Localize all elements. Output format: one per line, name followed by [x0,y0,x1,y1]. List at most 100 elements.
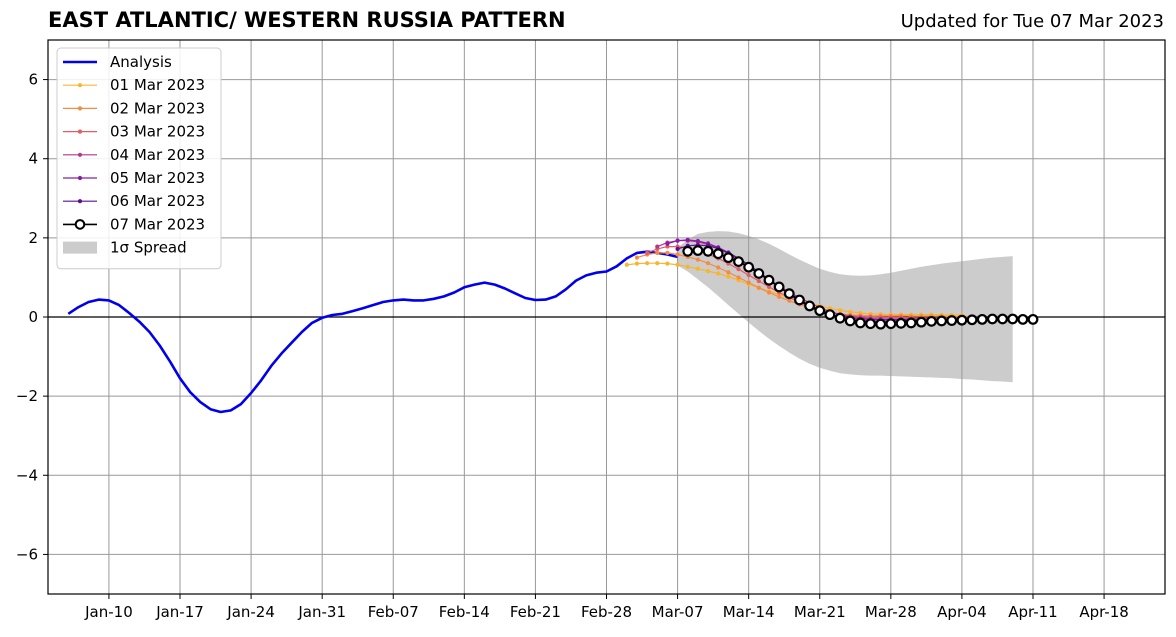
forecast-point-1 [665,261,670,266]
y-tick-label: 0 [28,308,38,326]
forecast-point-7 [1017,313,1029,325]
y-tick-label: 2 [28,229,38,247]
forecast-point-7 [722,252,734,264]
forecast-point-1 [726,274,731,279]
x-tick-label: Feb-14 [439,603,490,621]
forecast-point-7 [844,315,856,327]
forecast-point-1 [634,261,640,266]
forecast-point-1 [837,308,843,313]
forecast-point-1 [655,261,660,266]
forecast-point-2 [716,265,721,270]
forecast-point-7 [783,288,795,300]
forecast-point-2 [695,257,700,262]
forecast-point-7 [875,318,887,330]
x-tick-label: Mar-28 [865,603,917,621]
forecast-point-2 [746,280,751,285]
legend-label: 03 Mar 2023 [110,123,205,141]
y-tick-label: −2 [16,387,38,405]
forecast-point-7 [895,317,907,329]
x-tick-label: Mar-14 [723,603,775,621]
forecast-point-7 [794,294,805,306]
legend-label: 1σ Spread [110,239,187,257]
forecast-point-7 [763,274,775,286]
forecast-point-7 [986,313,998,325]
forecast-point-3 [746,272,751,278]
legend-label: 01 Mar 2023 [110,76,205,94]
legend-swatch-marker [77,152,83,157]
y-tick-label: −4 [16,466,38,484]
forecast-point-3 [756,278,761,284]
updated-label: Updated for Tue 07 Mar 2023 [900,11,1164,32]
forecast-point-3 [766,284,772,290]
forecast-point-7 [885,318,897,330]
legend-swatch-spread [63,241,97,254]
forecast-point-2 [736,275,741,280]
legend-swatch-marker [77,175,83,181]
analysis-line [67,250,678,414]
forecast-point-7 [743,261,755,273]
forecast-point-2 [705,261,711,266]
forecast-point-5 [685,237,690,242]
forecast-point-2 [726,270,731,275]
forecast-point-7 [926,315,937,327]
forecast-point-7 [865,318,876,330]
forecast-point-7 [1027,313,1039,325]
forecast-point-7 [702,245,714,257]
forecast-point-1 [675,262,680,267]
forecast-point-2 [655,250,660,255]
legend-box [56,47,222,270]
forecast-point-1 [685,264,690,269]
forecast-point-7 [804,300,815,312]
forecast-point-5 [675,238,680,243]
y-tick-label: 4 [28,150,38,168]
forecast-point-1 [645,261,650,266]
legend-label: 02 Mar 2023 [110,99,205,117]
forecast-point-7 [753,268,765,279]
legend-label: Analysis [110,53,172,71]
forecast-point-7 [712,248,724,260]
y-tick-label: −6 [16,545,38,563]
legend-label: 04 Mar 2023 [110,146,205,164]
legend-swatch-marker [77,199,83,204]
x-tick-label: Feb-21 [510,603,561,621]
forecast-point-7 [976,313,988,325]
legend-swatch-marker [74,219,86,230]
legend-label: 05 Mar 2023 [110,169,205,187]
x-tick-label: Mar-21 [794,603,846,621]
x-tick-label: Jan-10 [84,603,133,621]
forecast-point-6 [675,246,680,252]
legend-swatch-marker [77,106,83,111]
forecast-point-7 [997,313,1008,325]
x-tick-label: Jan-31 [297,603,346,621]
forecast-point-7 [834,312,846,324]
forecast-point-7 [824,309,836,321]
forecast-point-7 [814,305,826,317]
y-tick-label: 6 [28,71,38,89]
x-tick-label: Feb-28 [581,603,632,621]
forecast-point-2 [665,250,670,255]
x-tick-label: Apr-11 [1008,603,1058,621]
forecast-point-2 [634,255,640,260]
legend-swatch-marker [77,129,83,134]
forecast-point-5 [695,238,700,244]
forecast-point-5 [665,241,670,246]
forecast-point-3 [645,250,650,255]
x-tick-label: Apr-18 [1079,603,1129,621]
chart-title: EAST ATLANTIC/ WESTERN RUSSIA PATTERN [48,8,566,32]
forecast-point-4 [655,244,660,249]
forecast-point-7 [966,314,978,326]
forecast-point-7 [854,317,866,329]
forecast-point-7 [956,314,968,326]
forecast-point-1 [624,262,629,267]
forecast-point-2 [675,252,680,257]
forecast-point-7 [733,256,744,268]
forecast-point-7 [773,281,785,293]
forecast-point-7 [936,315,947,327]
x-tick-label: Feb-07 [368,603,419,621]
forecast-point-3 [736,267,741,272]
forecast-point-2 [756,285,761,290]
legend-swatch-marker [77,83,83,88]
x-tick-label: Jan-24 [226,603,275,621]
